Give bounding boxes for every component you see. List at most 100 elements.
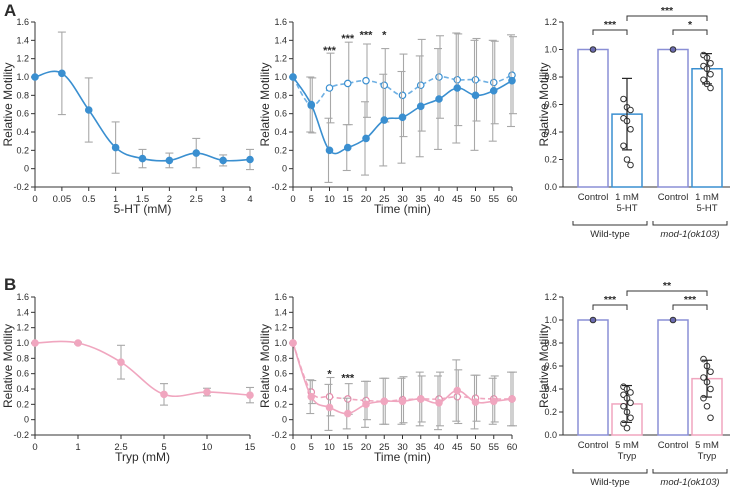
B1-y-tick-label: 0.6 bbox=[16, 369, 29, 379]
B2-y-tick-label: 1.0 bbox=[274, 338, 287, 348]
A2-point bbox=[307, 100, 316, 109]
B2-point bbox=[435, 398, 443, 407]
B2-series-line-control bbox=[292, 342, 513, 403]
B2-x-tick-label: 30 bbox=[397, 442, 408, 453]
B2-x-tick-label: 35 bbox=[415, 442, 426, 453]
A2-x-tick-label: 55 bbox=[488, 194, 499, 205]
A1-y-tick-label: 0.8 bbox=[16, 90, 29, 100]
A2-point bbox=[435, 95, 443, 103]
B1-y-label: Relative Motility bbox=[1, 324, 15, 408]
A3-y-label: Relative Motility bbox=[537, 62, 551, 146]
B3-data-point bbox=[700, 355, 707, 363]
A2-y-tick-label: 1.2 bbox=[274, 54, 287, 64]
B3-category-label: Tryp bbox=[698, 451, 717, 462]
B2-point bbox=[453, 386, 462, 395]
B3-data-point bbox=[707, 368, 714, 376]
A2-x-tick-label: 25 bbox=[379, 194, 390, 205]
A3-y-tick-label: 1.0 bbox=[544, 45, 557, 55]
B3-group-bracket bbox=[572, 469, 648, 474]
A1-y-tick-label: 0.4 bbox=[16, 127, 29, 137]
A2-point bbox=[380, 81, 389, 90]
A1-y-tick-label: -0.2 bbox=[13, 182, 29, 192]
B2-point bbox=[325, 392, 334, 401]
B1-y-tick-label: 0.4 bbox=[16, 384, 29, 394]
A1-x-tick-label: 0.5 bbox=[82, 194, 95, 205]
A1-point bbox=[84, 106, 93, 114]
A3-group-bracket bbox=[572, 221, 648, 226]
B3-data-point bbox=[700, 394, 707, 402]
A3-data-point bbox=[700, 76, 707, 84]
B2-y-tick-label: 1.6 bbox=[274, 292, 287, 302]
B2-point bbox=[416, 395, 425, 403]
B2-y-tick-label: 1.4 bbox=[274, 307, 287, 317]
A3-y-tick-label: 0.0 bbox=[544, 182, 557, 192]
B1-y-tick-label: 1.4 bbox=[16, 307, 29, 317]
B1-point bbox=[74, 339, 82, 347]
B2-point bbox=[307, 392, 316, 401]
A3-bar bbox=[577, 48, 609, 188]
B3-bar bbox=[577, 319, 609, 436]
A3-bar bbox=[691, 68, 723, 188]
A3-data-point bbox=[707, 70, 714, 78]
A1-point bbox=[246, 155, 254, 164]
panel-label-a: A bbox=[4, 1, 16, 20]
B3-y-tick-label: 1.0 bbox=[544, 315, 557, 325]
A3-category-label: 1 mM bbox=[695, 192, 719, 203]
B1-y-tick-label: 1.6 bbox=[16, 292, 29, 302]
B2-point bbox=[453, 392, 462, 401]
A2-significance-label: *** bbox=[323, 45, 337, 57]
A3-group-label: Wild-type bbox=[590, 229, 630, 240]
A2-point bbox=[489, 86, 498, 95]
B1-x-tick-label: 1 bbox=[75, 442, 80, 453]
B1-y-tick-label: 1.2 bbox=[16, 323, 29, 333]
B2-point bbox=[508, 395, 516, 403]
A2-point bbox=[471, 75, 480, 84]
A2-significance-label: * bbox=[382, 30, 387, 42]
A3-data-point bbox=[627, 161, 634, 169]
A1-x-label: 5-HT (mM) bbox=[114, 202, 172, 216]
A1-y-tick-label: 1.0 bbox=[16, 72, 29, 82]
B2-x-tick-label: 0 bbox=[290, 442, 295, 453]
A2-point bbox=[362, 76, 370, 85]
B2-y-tick-label: 0 bbox=[282, 415, 287, 425]
B3-data-point bbox=[707, 414, 714, 422]
A3-significance-bracket bbox=[592, 29, 628, 35]
B3-category-label: Control bbox=[578, 440, 609, 451]
A2-point bbox=[325, 146, 334, 155]
B1-point bbox=[31, 339, 39, 347]
B1-y-tick-label: 1.0 bbox=[16, 338, 29, 348]
B2-x-tick-label: 5 bbox=[309, 442, 314, 453]
B3-significance-label: ** bbox=[663, 280, 672, 292]
A2-point bbox=[489, 78, 498, 87]
B2-point bbox=[362, 400, 370, 409]
A1-point bbox=[31, 73, 39, 81]
A2-point bbox=[325, 84, 334, 92]
B2-point bbox=[380, 397, 389, 406]
B3-data-point bbox=[627, 389, 634, 396]
A2-y-tick-label: 0 bbox=[282, 164, 287, 174]
B3-significance-label: *** bbox=[684, 294, 697, 306]
A2-y-tick-label: -0.2 bbox=[271, 182, 287, 192]
B1-point bbox=[117, 358, 125, 366]
A3-data-point bbox=[707, 59, 714, 67]
A2-x-tick-label: 15 bbox=[342, 194, 353, 205]
A2-point bbox=[398, 113, 407, 122]
A2-point bbox=[343, 79, 352, 88]
B3-group-label: Wild-type bbox=[590, 477, 630, 488]
A3-group-bracket bbox=[652, 221, 728, 226]
A3-y-tick-label: 0.8 bbox=[544, 72, 557, 82]
A1-x-tick-label: 0.05 bbox=[53, 194, 72, 205]
A2-point bbox=[380, 116, 389, 124]
B3-data-point bbox=[627, 414, 634, 422]
A1-x-tick-label: 3 bbox=[220, 194, 225, 205]
A3-significance-bracket bbox=[626, 15, 708, 21]
B3-y-tick-label: 0.6 bbox=[544, 361, 557, 371]
B3-category-label: Control bbox=[658, 440, 689, 451]
A2-y-tick-label: 1.0 bbox=[274, 72, 287, 82]
B3-bar bbox=[657, 319, 689, 436]
A2-x-label: Time (min) bbox=[374, 202, 431, 216]
B1-y-tick-label: 0 bbox=[24, 415, 29, 425]
A3-y-tick-label: 0.4 bbox=[544, 127, 557, 137]
A1-point bbox=[111, 143, 120, 152]
A3-data-point bbox=[623, 156, 631, 163]
